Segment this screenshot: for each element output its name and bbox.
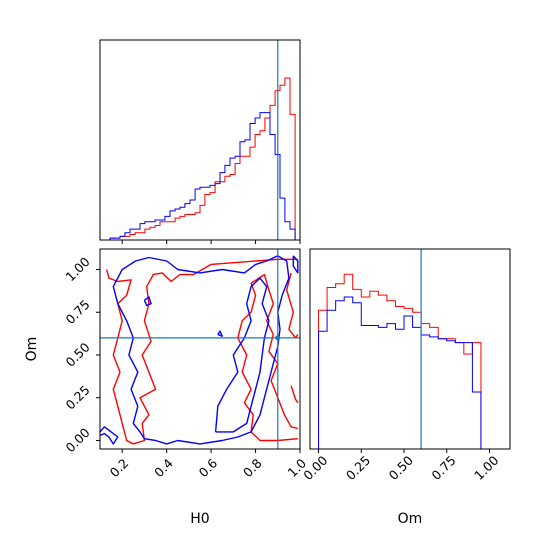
contour-blue-level-4	[217, 330, 223, 337]
om-y-tick-label: 0.75	[62, 297, 92, 327]
om-x-tick-label: 0.25	[343, 453, 373, 483]
om-x-tick-label: 0.50	[386, 453, 416, 483]
om-y-tick-label: 0.25	[62, 382, 92, 412]
h0-histogram-frame	[99, 39, 301, 241]
om-histogram-blue-series	[310, 296, 510, 450]
h0-axis-label: H0	[190, 511, 209, 527]
h0-histogram-red-series	[100, 77, 300, 241]
contour-red-level-0	[106, 258, 298, 445]
contour-red-level-3	[290, 385, 299, 404]
om-histogram-frame	[309, 248, 511, 450]
h0-x-tick-label: 0.6	[196, 455, 221, 480]
om-x-tick-label: 1.00	[471, 453, 501, 483]
contour-blue-level-0	[99, 426, 119, 445]
h0-x-tick-label: 0.8	[240, 455, 265, 480]
om-marginal-histogram-panel: 0.00 0.25 0.50 0.75 1.00 Om	[300, 248, 511, 527]
h0-histogram-blue-series	[100, 112, 300, 241]
contour-red-level-2	[286, 272, 299, 339]
om-y-tick-label: 1.00	[62, 254, 92, 284]
contour-blue-level-2	[214, 277, 270, 433]
om-x-tick-label: 0.00	[300, 453, 330, 483]
truth-point-marker	[275, 335, 281, 341]
om-histogram-red-series	[310, 273, 510, 450]
om-x-tick-label: 0.75	[428, 453, 458, 483]
contour-blue-level-1	[112, 255, 290, 445]
om-y-tick-label: 0.00	[62, 425, 92, 455]
contour-red-level-1	[237, 273, 298, 442]
om-y-tick-label: 0.50	[62, 339, 92, 369]
contour-panel-frame	[99, 248, 301, 450]
om-axis-label: Om	[398, 511, 423, 527]
contour-blue-level-3	[143, 296, 152, 307]
h0-x-tick-label: 0.4	[151, 455, 176, 480]
contour-blue-level-5	[292, 255, 299, 274]
h0-marginal-histogram-panel	[99, 39, 301, 244]
h0-x-tick-label: 0.2	[107, 455, 132, 480]
om-axis-label: Om	[24, 337, 40, 362]
